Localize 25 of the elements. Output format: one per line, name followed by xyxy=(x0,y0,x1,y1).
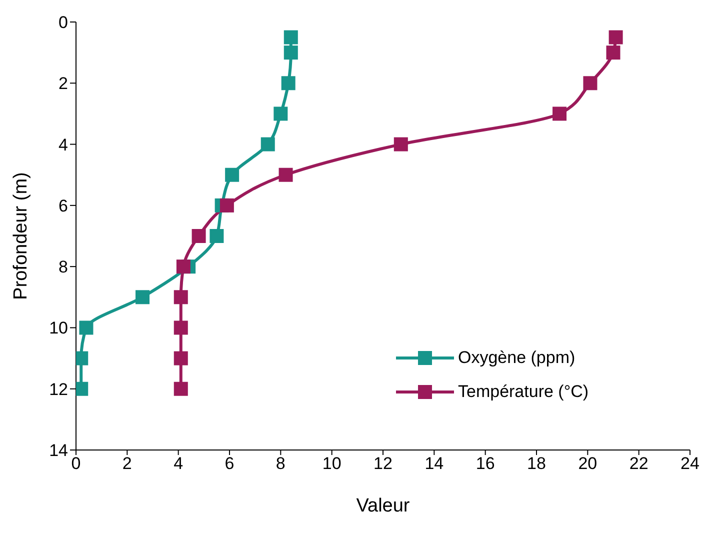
x-tick-label: 4 xyxy=(174,454,184,474)
x-tick-label: 0 xyxy=(71,454,81,474)
y-tick-label: 14 xyxy=(49,441,68,460)
legend-label: Température (°C) xyxy=(458,382,589,402)
x-axis-title: Valeur xyxy=(356,495,410,516)
y-tick-label: 6 xyxy=(58,196,68,216)
x-tick-label: 10 xyxy=(322,454,342,474)
x-tick-label: 6 xyxy=(224,454,234,474)
x-tick-label: 18 xyxy=(527,454,546,474)
x-tick-label: 12 xyxy=(374,454,392,474)
x-tick-label: 24 xyxy=(680,454,700,474)
legend-label: Oxygène (ppm) xyxy=(458,348,576,368)
y-tick-label: 2 xyxy=(58,74,68,94)
y-tick-label: 8 xyxy=(58,258,68,277)
x-tick-label: 22 xyxy=(629,454,648,474)
y-tick-label: 10 xyxy=(49,318,68,338)
y-tick-label: 12 xyxy=(49,380,68,399)
x-tick-label: 20 xyxy=(578,454,598,474)
x-tick-label: 8 xyxy=(276,454,286,474)
x-tick-label: 2 xyxy=(122,454,132,474)
y-tick-label: 0 xyxy=(58,13,68,32)
y-axis-title: Profondeur (m) xyxy=(10,172,32,300)
x-tick-label: 14 xyxy=(424,454,444,474)
x-tick-label: 16 xyxy=(476,454,495,474)
y-tick-label: 4 xyxy=(58,135,68,154)
